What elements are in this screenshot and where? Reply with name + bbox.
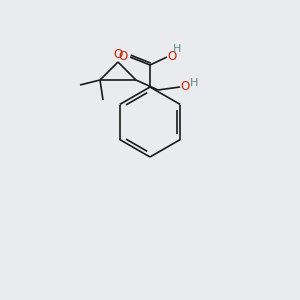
Text: O: O (180, 80, 190, 94)
Text: O: O (113, 47, 123, 61)
Text: O: O (118, 50, 127, 62)
Text: H: H (190, 78, 198, 88)
Text: O: O (167, 50, 177, 62)
Text: H: H (173, 44, 181, 54)
